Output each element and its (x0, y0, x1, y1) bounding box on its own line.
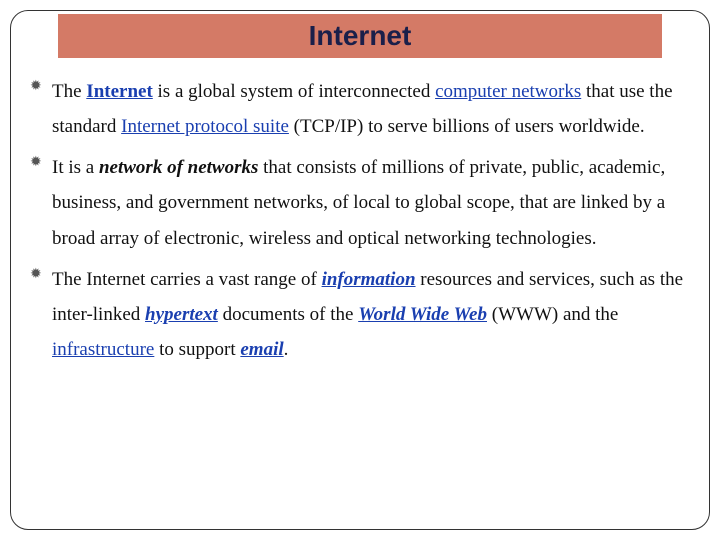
text-run: The Internet carries a vast range of (52, 269, 322, 290)
text-run: The (52, 81, 86, 102)
text-link[interactable]: infrastructure (52, 339, 154, 360)
text-link[interactable]: Internet protocol suite (121, 116, 289, 137)
text-run: It is a (52, 157, 99, 178)
text-run: network of networks (99, 157, 258, 178)
text-link[interactable]: computer networks (435, 81, 581, 102)
text-run: documents of the (218, 304, 358, 325)
title-bar: Internet (58, 14, 662, 58)
text-link[interactable]: information (322, 269, 416, 290)
text-link[interactable]: email (240, 339, 283, 360)
list-item: It is a network of networks that consist… (30, 150, 690, 255)
text-link[interactable]: hypertext (145, 304, 218, 325)
text-run: . (284, 339, 289, 360)
list-item: The Internet carries a vast range of inf… (30, 262, 690, 367)
text-run: (TCP/IP) to serve billions of users worl… (289, 116, 645, 137)
text-link[interactable]: Internet (86, 81, 152, 102)
bullet-list: The Internet is a global system of inter… (30, 74, 690, 367)
text-run: to support (154, 339, 240, 360)
slide-title: Internet (309, 20, 412, 52)
text-link[interactable]: World Wide Web (358, 304, 487, 325)
text-run: (WWW) and the (487, 304, 618, 325)
text-run: is a global system of interconnected (153, 81, 435, 102)
slide-content: The Internet is a global system of inter… (30, 74, 690, 522)
list-item: The Internet is a global system of inter… (30, 74, 690, 144)
